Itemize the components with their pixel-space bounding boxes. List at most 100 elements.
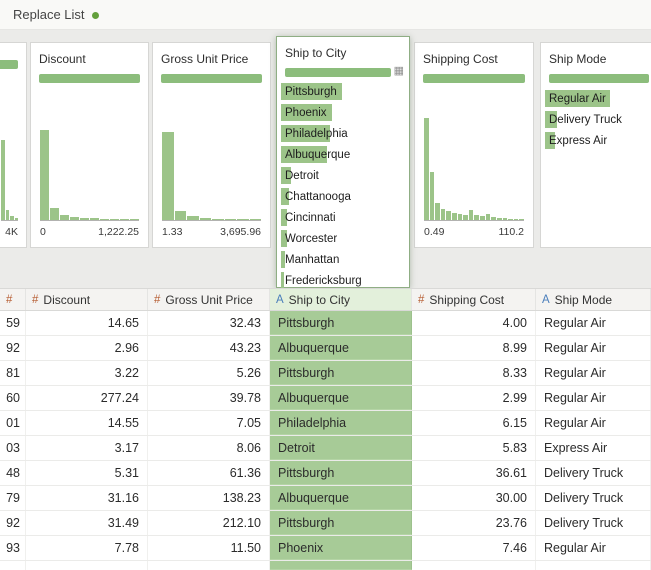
summary-bar[interactable] — [549, 74, 649, 83]
grid-cell[interactable]: 7.05 — [148, 411, 270, 435]
histogram-bar[interactable] — [162, 132, 174, 220]
profile-card-ship-to-city[interactable]: Ship to City ▦ Pittsburgh Phoenix Philadel… — [276, 36, 410, 288]
histogram-bar[interactable] — [224, 218, 236, 220]
histogram-bar[interactable] — [440, 209, 446, 220]
grid-cell[interactable]: 23.76 — [412, 511, 536, 535]
grid-cell[interactable]: 60 — [0, 386, 26, 410]
column-header-ship-to-city[interactable]: A Ship to City — [270, 289, 412, 310]
value-item-express-air[interactable]: Express Air — [543, 130, 651, 151]
grid-cell[interactable]: 6.15 — [412, 411, 536, 435]
histogram-bar[interactable] — [446, 211, 452, 220]
histogram-bar[interactable] — [5, 210, 9, 220]
histogram-bar[interactable] — [130, 218, 139, 220]
grid-cell[interactable]: 01 — [0, 411, 26, 435]
grid-cell[interactable]: Pittsburgh — [270, 361, 412, 385]
grid-cell[interactable]: 61.36 — [148, 461, 270, 485]
profile-card-ship-mode[interactable]: Ship Mode Regular Air Delivery Truck Expre… — [540, 42, 651, 248]
column-header-discount[interactable]: # Discount — [26, 289, 148, 310]
histogram-bar[interactable] — [174, 211, 186, 220]
histogram-bar[interactable] — [10, 215, 14, 220]
grid-cell[interactable]: 03 — [0, 436, 26, 460]
grid-cell[interactable]: 8.06 — [148, 436, 270, 460]
histogram-bar[interactable] — [110, 218, 119, 220]
grid-cell[interactable]: 43.23 — [148, 336, 270, 360]
value-item-regular-air[interactable]: Regular Air — [543, 88, 651, 109]
grid-cell[interactable]: 2.99 — [412, 386, 536, 410]
histogram-bar[interactable] — [80, 217, 89, 220]
profile-card-discount[interactable]: Discount 0 1,222.25 — [30, 42, 149, 248]
histogram-bar[interactable] — [249, 218, 261, 220]
grid-cell[interactable]: 14.65 — [26, 311, 148, 335]
detail-grid-icon[interactable]: ▦ — [393, 65, 404, 77]
grid-cell[interactable]: Detroit — [270, 436, 412, 460]
grid-cell[interactable]: Regular Air — [536, 536, 651, 560]
histogram-bar[interactable] — [429, 171, 435, 220]
histogram-bar[interactable] — [485, 213, 491, 220]
grid-cell[interactable]: 92 — [0, 336, 26, 360]
grid-cell[interactable]: Delivery Truck — [536, 511, 651, 535]
grid-cell[interactable]: 7.46 — [412, 536, 536, 560]
grid-cell[interactable]: Philadelphia — [270, 411, 412, 435]
histogram-bar[interactable] — [424, 118, 429, 220]
grid-cell[interactable]: 14.55 — [26, 411, 148, 435]
value-item-albuquerque[interactable]: Albuquerque — [279, 144, 407, 165]
histogram-bar[interactable] — [70, 216, 79, 220]
histogram-bar[interactable] — [187, 215, 199, 220]
histogram-bar[interactable] — [463, 214, 468, 220]
histogram-bar[interactable] — [60, 214, 69, 220]
grid-cell[interactable]: 138.23 — [148, 486, 270, 510]
histogram-bar[interactable] — [452, 212, 457, 220]
profile-card-cutoff[interactable]: 4K — [0, 42, 27, 248]
grid-cell[interactable]: 31.49 — [26, 511, 148, 535]
value-item-delivery-truck[interactable]: Delivery Truck — [543, 109, 651, 130]
grid-cell[interactable] — [26, 561, 148, 570]
grid-cell[interactable] — [412, 561, 536, 570]
grid-cell[interactable]: 3.22 — [26, 361, 148, 385]
histogram-bar[interactable] — [468, 210, 474, 220]
grid-cell[interactable]: 93 — [0, 536, 26, 560]
histogram-bar[interactable] — [199, 217, 211, 220]
grid-cell[interactable]: Albuquerque — [270, 386, 412, 410]
histogram-bar[interactable] — [519, 218, 524, 220]
histogram-bar[interactable] — [502, 217, 508, 220]
grid-cell[interactable]: Pittsburgh — [270, 311, 412, 335]
histogram-bar[interactable] — [474, 214, 480, 220]
histogram-bar[interactable] — [237, 218, 249, 220]
value-item-phoenix[interactable]: Phoenix — [279, 102, 407, 123]
grid-cell[interactable]: 36.61 — [412, 461, 536, 485]
grid-cell[interactable]: Regular Air — [536, 386, 651, 410]
grid-cell[interactable] — [148, 561, 270, 570]
grid-cell[interactable]: 79 — [0, 486, 26, 510]
profile-card-gross-unit-price[interactable]: Gross Unit Price 1.33 3,695.96 — [152, 42, 271, 248]
summary-bar[interactable] — [0, 60, 18, 69]
grid-cell[interactable]: Regular Air — [536, 311, 651, 335]
histogram-bar[interactable] — [508, 218, 513, 220]
grid-cell[interactable]: Regular Air — [536, 361, 651, 385]
value-item-cincinnati[interactable]: Cincinnati — [279, 207, 407, 228]
column-header-ship-mode[interactable]: A Ship Mode — [536, 289, 651, 310]
grid-cell[interactable]: 48 — [0, 461, 26, 485]
histogram-bar[interactable] — [1, 139, 5, 220]
grid-cell[interactable]: 2.96 — [26, 336, 148, 360]
histogram-bar[interactable] — [496, 217, 502, 220]
grid-cell[interactable]: Delivery Truck — [536, 461, 651, 485]
grid-cell[interactable]: 32.43 — [148, 311, 270, 335]
grid-cell[interactable]: 8.99 — [412, 336, 536, 360]
grid-cell[interactable]: 3.17 — [26, 436, 148, 460]
grid-cell[interactable]: 81 — [0, 361, 26, 385]
grid-cell[interactable]: 212.10 — [148, 511, 270, 535]
column-header-rowid[interactable]: # — [0, 289, 26, 310]
grid-cell[interactable]: 92 — [0, 511, 26, 535]
value-item-worcester[interactable]: Worcester — [279, 228, 407, 249]
grid-cell[interactable]: Regular Air — [536, 336, 651, 360]
grid-cell[interactable]: 5.26 — [148, 361, 270, 385]
histogram-bar[interactable] — [100, 218, 109, 220]
grid-cell[interactable]: Express Air — [536, 436, 651, 460]
grid-cell[interactable] — [536, 561, 651, 570]
grid-cell[interactable]: 277.24 — [26, 386, 148, 410]
histogram-bar[interactable] — [212, 218, 224, 220]
value-item-detroit[interactable]: Detroit — [279, 165, 407, 186]
grid-cell[interactable]: Delivery Truck — [536, 486, 651, 510]
column-header-shipping-cost[interactable]: # Shipping Cost — [412, 289, 536, 310]
profile-card-shipping-cost[interactable]: Shipping Cost 0.49 110.2 — [414, 42, 534, 248]
